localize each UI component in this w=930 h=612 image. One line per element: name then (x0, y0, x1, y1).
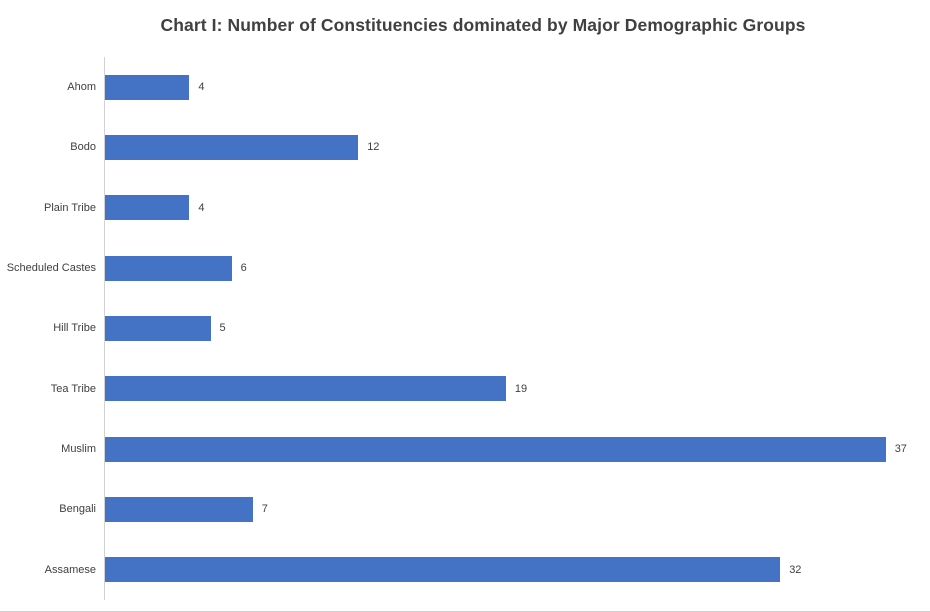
bar-rows: Ahom 4 Bodo 12 Plain Tribe 4 Scheduled Castes 6… (0, 57, 930, 600)
value-label: 5 (219, 322, 226, 335)
value-label: 37 (894, 443, 907, 456)
category-label: Plain Tribe (44, 201, 96, 214)
bar-row: Assamese 32 (0, 540, 930, 600)
value-label: 6 (240, 262, 247, 275)
category-label: Tea Tribe (50, 382, 96, 395)
value-label: 4 (198, 201, 205, 214)
category-label: Hill Tribe (53, 322, 96, 335)
value-label: 7 (261, 503, 268, 516)
value-label: 32 (789, 563, 802, 576)
value-label: 19 (514, 382, 528, 395)
bar (105, 436, 886, 462)
bar-row: Muslim 37 (0, 419, 930, 479)
bar (105, 315, 211, 341)
bar-row: Bengali 7 (0, 479, 930, 539)
bar (105, 255, 232, 281)
bar-row: Plain Tribe 4 (0, 178, 930, 238)
bar-row: Scheduled Castes 6 (0, 238, 930, 298)
category-label: Bodo (70, 141, 96, 154)
value-label: 12 (367, 141, 380, 154)
bar-row: Hill Tribe 5 (0, 298, 930, 358)
bar-row: Tea Tribe 19 (0, 359, 930, 419)
category-label: Ahom (67, 81, 96, 94)
bar (105, 557, 781, 583)
plot-area: Ahom 4 Bodo 12 Plain Tribe 4 Scheduled Castes 6… (0, 57, 930, 600)
category-label: Assamese (44, 563, 96, 576)
value-label: 4 (198, 81, 205, 94)
bar (105, 376, 506, 402)
category-label: Muslim (61, 443, 96, 456)
bar (105, 134, 359, 160)
y-axis-line (104, 57, 105, 600)
bar (105, 195, 190, 221)
category-label: Scheduled Castes (6, 262, 96, 275)
bar (105, 496, 253, 522)
bar (105, 74, 190, 100)
bar-row: Ahom 4 (0, 57, 930, 117)
chart-title: Chart I: Number of Constituencies domina… (160, 15, 806, 35)
category-label: Bengali (59, 503, 96, 516)
bar-row: Bodo 12 (0, 117, 930, 177)
